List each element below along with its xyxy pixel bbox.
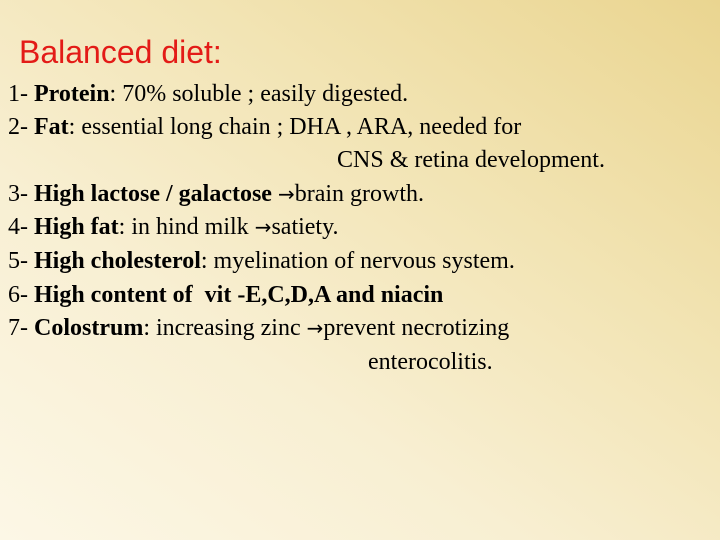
item-text: satiety.	[271, 214, 339, 240]
item-number: 6-	[8, 282, 34, 308]
item-heading: High fat	[34, 214, 119, 240]
item-text: brain growth.	[294, 181, 425, 207]
list-item-colostrum: 7- Colostrum: increasing zinc →prevent n…	[8, 314, 509, 342]
item-number: 4-	[8, 214, 34, 240]
item-heading: Colostrum	[34, 315, 144, 341]
list-item-colostrum-continuation: enterocolitis.	[368, 349, 493, 375]
item-text: : increasing zinc	[143, 315, 307, 341]
item-number: 1-	[8, 81, 34, 107]
list-item-fat-continuation: CNS & retina development.	[337, 147, 605, 173]
item-heading: Protein	[34, 81, 110, 107]
list-item-cholesterol: 5- High cholesterol: myelination of nerv…	[8, 247, 515, 275]
item-text: : in hind milk	[118, 214, 255, 240]
arrow-right-icon: →	[306, 316, 324, 340]
item-number: 5-	[8, 248, 34, 274]
item-heading: High lactose / galactose	[34, 181, 278, 207]
slide-title: Balanced diet:	[19, 34, 222, 70]
item-text: prevent necrotizing	[323, 315, 510, 341]
list-item-high-fat: 4- High fat: in hind milk →satiety.	[8, 213, 339, 241]
list-item-fat: 2- Fat: essential long chain ; DHA , ARA…	[8, 113, 521, 141]
item-text: : myelination of nervous system.	[200, 248, 515, 274]
item-number: 2-	[8, 114, 34, 140]
list-item-lactose: 3- High lactose / galactose →brain growt…	[8, 180, 424, 208]
item-heading: High content of vit -E,C,D,A and niacin	[34, 282, 444, 308]
arrow-right-icon: →	[277, 182, 295, 206]
arrow-right-icon: →	[254, 215, 272, 239]
item-number: 7-	[8, 315, 34, 341]
item-heading: Fat	[34, 114, 69, 140]
item-text: : essential long chain ; DHA , ARA, need…	[68, 114, 522, 140]
item-number: 3-	[8, 181, 34, 207]
list-item-vitamins: 6- High content of vit -E,C,D,A and niac…	[8, 281, 443, 309]
item-text: : 70% soluble ; easily digested.	[109, 81, 409, 107]
item-heading: High cholesterol	[34, 248, 201, 274]
list-item-protein: 1- Protein: 70% soluble ; easily digeste…	[8, 80, 408, 108]
